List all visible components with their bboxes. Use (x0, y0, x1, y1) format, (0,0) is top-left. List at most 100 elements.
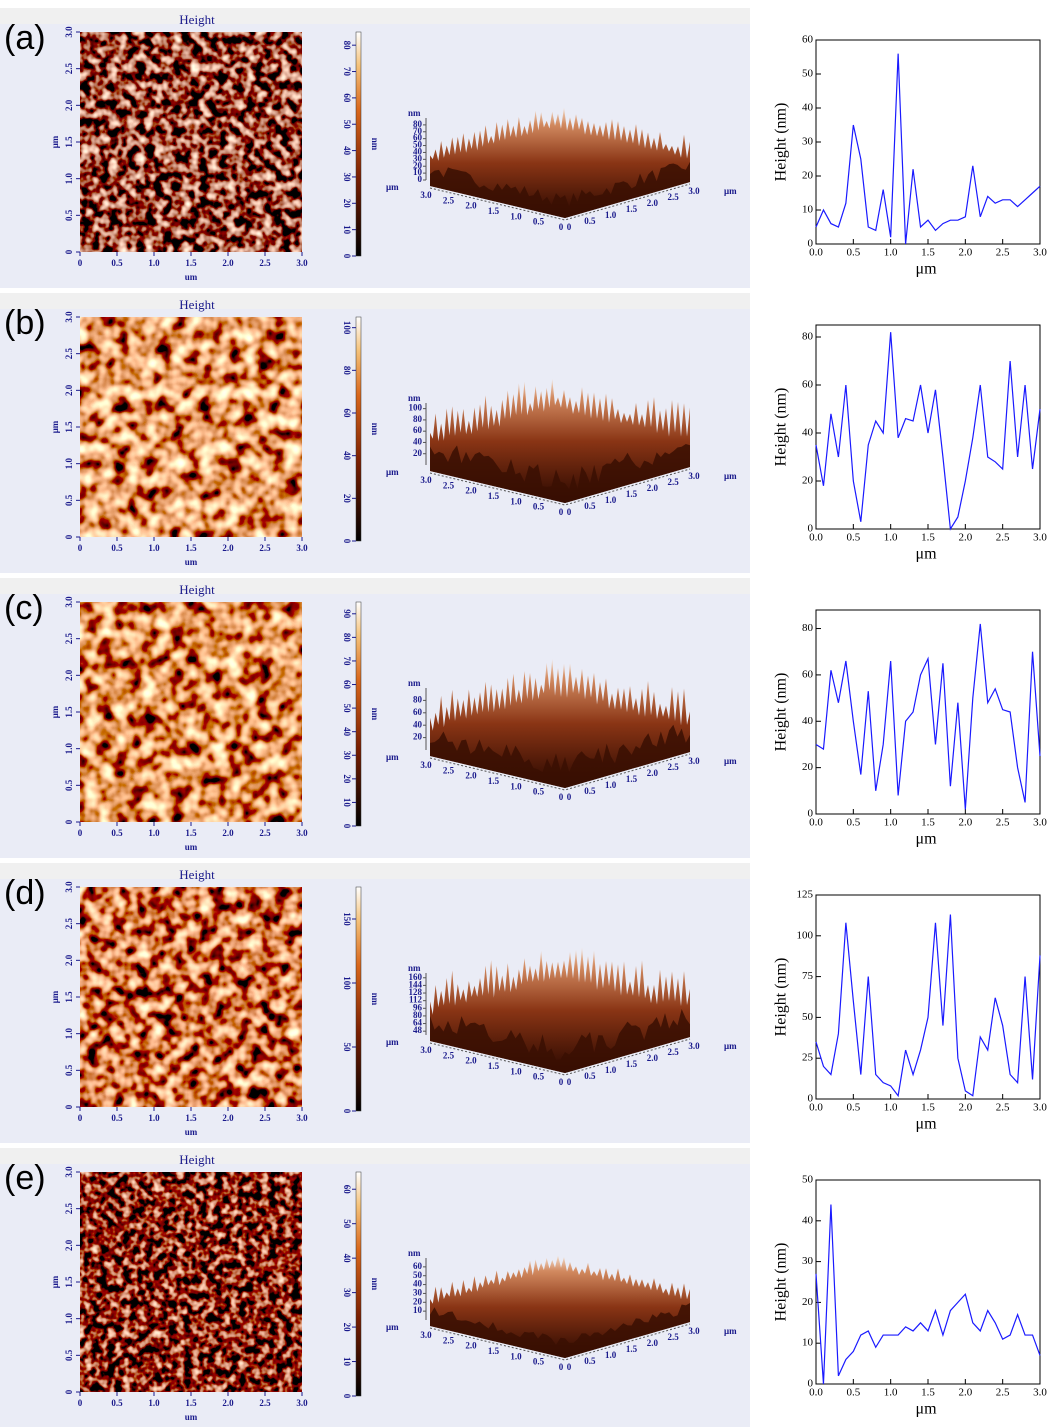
y-tick-label-3d: 2.0 (647, 768, 659, 778)
colorbar-tick-label: 0 (342, 254, 352, 259)
panel-label: (c) (4, 589, 44, 627)
x-tick-label: 1.5 (921, 1102, 935, 1114)
x-tick-label-3d: 0.5 (533, 502, 545, 512)
axis-3d (429, 183, 691, 221)
afm-y-tick-label: 0.5 (64, 1064, 74, 1076)
x-axis-label: μm (915, 1401, 937, 1418)
y-tick-label-3d: 1.0 (605, 210, 617, 220)
afm-y-tick-label: 2.0 (64, 384, 74, 396)
colorbar-tick-label: 100 (342, 976, 352, 990)
afm-image (80, 602, 302, 822)
profile-line (815, 53, 1041, 245)
y-tick-label: 40 (802, 427, 814, 439)
y-tick-label: 0 (808, 238, 814, 250)
z-tick-label-3d: 60 (413, 133, 423, 143)
afm-x-tick-label: 3.0 (296, 543, 308, 553)
x-tick-label-3d: 1.0 (510, 781, 522, 791)
z-tick-label-3d: 80 (413, 1010, 423, 1020)
panel-label: (d) (4, 874, 46, 912)
afm-x-tick-label: 0.5 (111, 1398, 123, 1408)
afm-y-tick-label: 1.0 (64, 1313, 74, 1325)
y-tick-label: 50 (802, 1174, 814, 1186)
surface-3d-front (430, 724, 690, 788)
colorbar (355, 31, 362, 257)
x-tick-label-3d: 1.5 (488, 491, 500, 501)
x-tick-label-3d: 3.0 (420, 190, 432, 200)
x-tick-label: 0.5 (846, 532, 860, 544)
afm-x-tick-label: 2.0 (222, 543, 234, 553)
x-tick-label: 3.0 (1033, 1387, 1047, 1399)
x-tick-label: 1.0 (884, 1387, 898, 1399)
x-tick-label: 3.0 (1033, 1102, 1047, 1114)
x-tick-label-3d: 0 (559, 222, 564, 232)
y-tick-label: 0 (808, 523, 814, 535)
afm-y-tick-label: 3.0 (64, 311, 74, 323)
colorbar-tick-label: 60 (342, 409, 352, 419)
x-axis-label: μm (915, 831, 937, 848)
afm-image (80, 887, 302, 1107)
z-tick-label-3d: 160 (409, 972, 423, 982)
y-unit-3d: μm (724, 1326, 737, 1336)
x-tick-label-3d: 1.0 (510, 496, 522, 506)
y-tick-label-3d: 2.0 (647, 1053, 659, 1063)
y-tick-label-3d: 2.0 (647, 1338, 659, 1348)
afm-y-tick-label: 2.5 (64, 63, 74, 75)
z-tick-label-3d: 40 (413, 1279, 423, 1289)
afm-x-unit: um (185, 842, 198, 852)
z-unit-3d: nm (408, 108, 421, 118)
surface-3d-front (430, 443, 690, 503)
colorbar (355, 886, 362, 1112)
colorbar-unit: nm (370, 993, 380, 1006)
z-tick-label-3d: 96 (413, 1002, 423, 1012)
z-tick-label-3d: 144 (409, 979, 423, 989)
afm-image (80, 32, 302, 252)
afm-y-tick-label: 0.5 (64, 494, 74, 506)
y-tick-label: 20 (802, 170, 814, 182)
x-tick-label: 2.5 (996, 247, 1010, 259)
axis-3d (429, 1323, 691, 1361)
x-tick-label-3d: 0.5 (533, 1357, 545, 1367)
x-tick-label-3d: 2.0 (465, 1056, 477, 1066)
y-tick-label-3d: 0.5 (584, 1356, 596, 1366)
afm-y-tick-label: 2.0 (64, 1239, 74, 1251)
y-tick-label-3d: 1.0 (605, 1065, 617, 1075)
x-unit-3d: μm (386, 1037, 399, 1047)
afm-y-tick-label: 1.0 (64, 173, 74, 185)
colorbar-tick-label: 50 (342, 1043, 352, 1053)
x-tick-label: 1.0 (884, 817, 898, 829)
y-axis-label: Height (nm) (773, 958, 790, 1037)
y-tick-label: 20 (802, 761, 814, 773)
afm-y-tick-label: 1.5 (64, 991, 74, 1003)
afm-x-tick-label: 0.5 (111, 828, 123, 838)
z-tick-label-3d: 20 (413, 1296, 423, 1306)
y-tick-label-3d: 3.0 (688, 471, 700, 481)
y-tick-label-3d: 1.5 (626, 1059, 638, 1069)
afm-x-tick-label: 0 (78, 1113, 83, 1123)
plot-area (815, 609, 1041, 815)
afm-y-tick-label: 3.0 (64, 26, 74, 38)
z-tick-label-3d: 40 (413, 719, 423, 729)
afm-y-tick-label: 0.5 (64, 1349, 74, 1361)
afm-x-tick-label: 2.5 (259, 258, 271, 268)
x-tick-label: 1.5 (921, 247, 935, 259)
afm-x-tick-label: 1.0 (148, 828, 160, 838)
x-tick-label: 1.0 (884, 247, 898, 259)
y-tick-label: 0 (808, 1378, 814, 1390)
surface-3d-front (430, 161, 690, 218)
y-axis-label: Height (nm) (773, 103, 790, 182)
profile-line (815, 332, 1041, 531)
colorbar-tick-label: 20 (342, 1323, 352, 1333)
x-tick-label: 2.0 (958, 1102, 972, 1114)
colorbar-tick-label: 20 (342, 494, 352, 504)
colorbar-tick-label: 70 (342, 67, 352, 77)
plot-area (815, 1179, 1041, 1385)
x-tick-label: 2.5 (996, 532, 1010, 544)
afm-x-tick-label: 3.0 (296, 828, 308, 838)
colorbar-tick-label: 90 (342, 609, 352, 619)
y-tick-label: 50 (802, 1011, 814, 1023)
colorbar-unit: nm (370, 1278, 380, 1291)
afm-y-tick-label: 2.0 (64, 954, 74, 966)
x-tick-label-3d: 0.5 (533, 1072, 545, 1082)
y-tick-label-3d: 0.5 (584, 786, 596, 796)
y-axis-label: Height (nm) (773, 673, 790, 752)
